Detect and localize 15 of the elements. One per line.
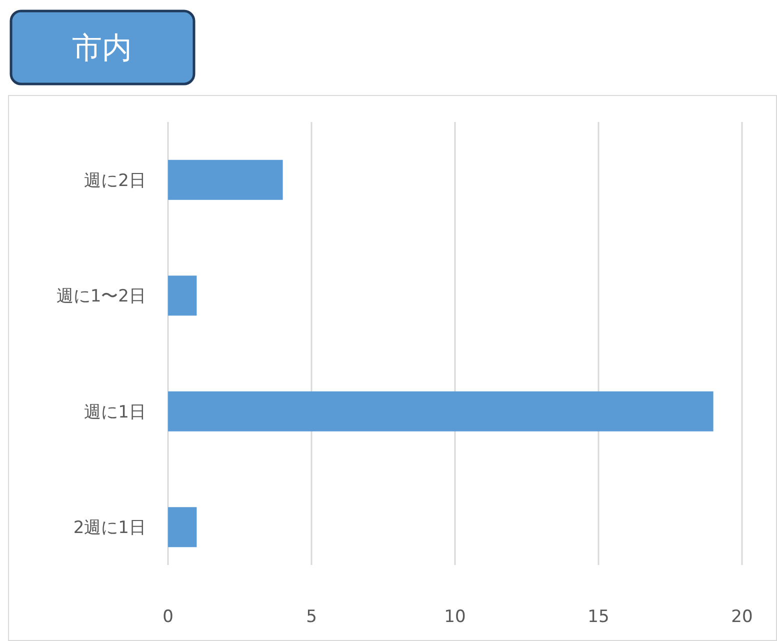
y-tick-label: 2週に1日 xyxy=(73,518,146,538)
x-tick-label: 5 xyxy=(306,607,317,627)
y-tick-label: 週に1日 xyxy=(84,402,146,422)
y-tick-label: 週に1〜2日 xyxy=(56,286,146,307)
bar xyxy=(168,391,714,432)
x-tick-label: 10 xyxy=(444,607,466,627)
chart-title: 市内 xyxy=(72,31,132,66)
x-tick-label: 0 xyxy=(162,607,174,627)
bar xyxy=(168,276,197,316)
bar xyxy=(168,507,197,548)
x-tick-label: 15 xyxy=(588,607,610,627)
x-tick-label: 20 xyxy=(731,607,753,627)
bar xyxy=(168,160,283,200)
title: 市内 xyxy=(10,10,196,86)
y-tick-label: 週に2日 xyxy=(84,170,146,191)
